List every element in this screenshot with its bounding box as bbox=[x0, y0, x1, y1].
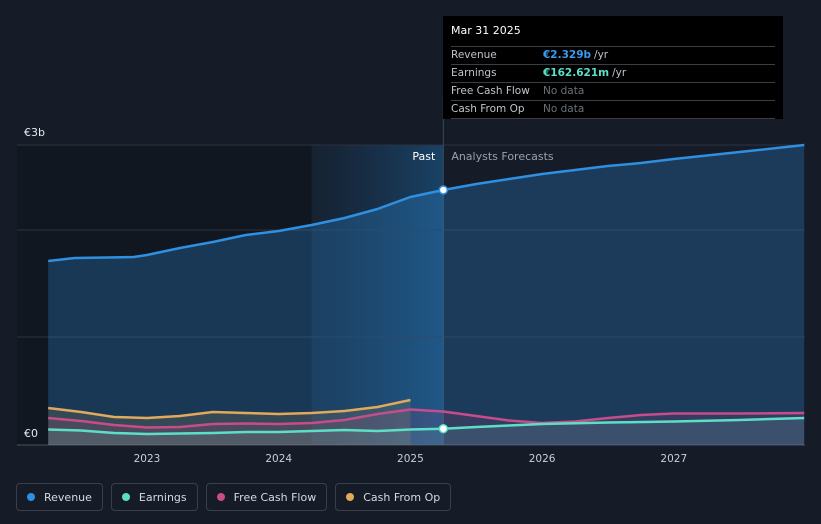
x-tick-label: 2025 bbox=[397, 453, 424, 465]
tooltip-unit: /yr bbox=[612, 67, 627, 79]
marker-earnings bbox=[438, 423, 449, 434]
x-tick-label: 2026 bbox=[529, 453, 556, 465]
line-revenue bbox=[48, 188, 444, 263]
legend-dot-icon bbox=[216, 493, 225, 501]
line-earnings bbox=[48, 427, 444, 436]
tooltip-label: Cash From Op bbox=[451, 103, 525, 115]
x-tick-label: 2024 bbox=[265, 453, 292, 465]
hover-tooltip: Mar 31 2025 Revenue €2.329b /yr Earnings… bbox=[443, 16, 783, 119]
x-tick-label: 2023 bbox=[134, 453, 161, 465]
legend-item-revenue[interactable]: Revenue bbox=[16, 483, 103, 511]
tooltip-label: Earnings bbox=[451, 67, 497, 79]
area-earnings bbox=[48, 418, 805, 445]
tooltip-value: No data bbox=[543, 85, 585, 97]
y-tick-label: €0 bbox=[24, 427, 38, 440]
tooltip-value: €2.329b bbox=[543, 49, 592, 61]
past-label: Past bbox=[412, 150, 436, 163]
tooltip-label: Revenue bbox=[451, 49, 497, 61]
legend-item-cash-from-op[interactable]: Cash From Op bbox=[335, 483, 452, 511]
tooltip-row-free-cash-flow: Free Cash Flow No data bbox=[451, 83, 775, 101]
tooltip-row-cash-from-op: Cash From Op No data bbox=[451, 101, 775, 119]
financial-chart: €3b €0 2023 2024 2025 2026 2027 Past Analysts Fo… bbox=[17, 95, 805, 465]
legend-dot-icon bbox=[121, 493, 130, 501]
tooltip-value: No data bbox=[543, 103, 585, 115]
forecast-label: Analysts Forecasts bbox=[451, 150, 554, 163]
grid-lines bbox=[17, 95, 805, 446]
tooltip-unit: /yr bbox=[594, 49, 609, 61]
legend-label: Cash From Op bbox=[363, 490, 441, 504]
legend-item-earnings[interactable]: Earnings bbox=[110, 483, 198, 511]
tooltip-row-earnings: Earnings €162.621m /yr bbox=[451, 65, 775, 83]
legend-dot-icon bbox=[346, 493, 355, 501]
area-revenue bbox=[48, 145, 805, 445]
tooltip-row-revenue: Revenue €2.329b /yr bbox=[451, 47, 775, 65]
legend-item-free-cash-flow[interactable]: Free Cash Flow bbox=[205, 483, 328, 511]
line-forecast-revenue bbox=[443, 143, 805, 192]
x-tick-label: 2027 bbox=[660, 453, 687, 465]
line-forecast-free-cash-flow bbox=[443, 410, 805, 425]
tooltip-label: Free Cash Flow bbox=[451, 85, 530, 97]
line-free-cash-flow bbox=[48, 408, 444, 429]
marker-revenue bbox=[438, 185, 449, 195]
line-cash-from-op bbox=[48, 398, 411, 420]
legend-label: Revenue bbox=[44, 490, 92, 504]
legend-dot-icon bbox=[27, 493, 35, 501]
line-forecast-earnings bbox=[443, 416, 805, 430]
chart-legend: Revenue Earnings Free Cash Flow Cash Fro… bbox=[16, 483, 452, 511]
y-tick-label: €3b bbox=[24, 126, 45, 139]
legend-label: Earnings bbox=[138, 490, 187, 504]
tooltip-date: Mar 31 2025 bbox=[451, 24, 775, 47]
legend-label: Free Cash Flow bbox=[233, 490, 317, 504]
tooltip-value: €162.621m bbox=[543, 67, 610, 79]
